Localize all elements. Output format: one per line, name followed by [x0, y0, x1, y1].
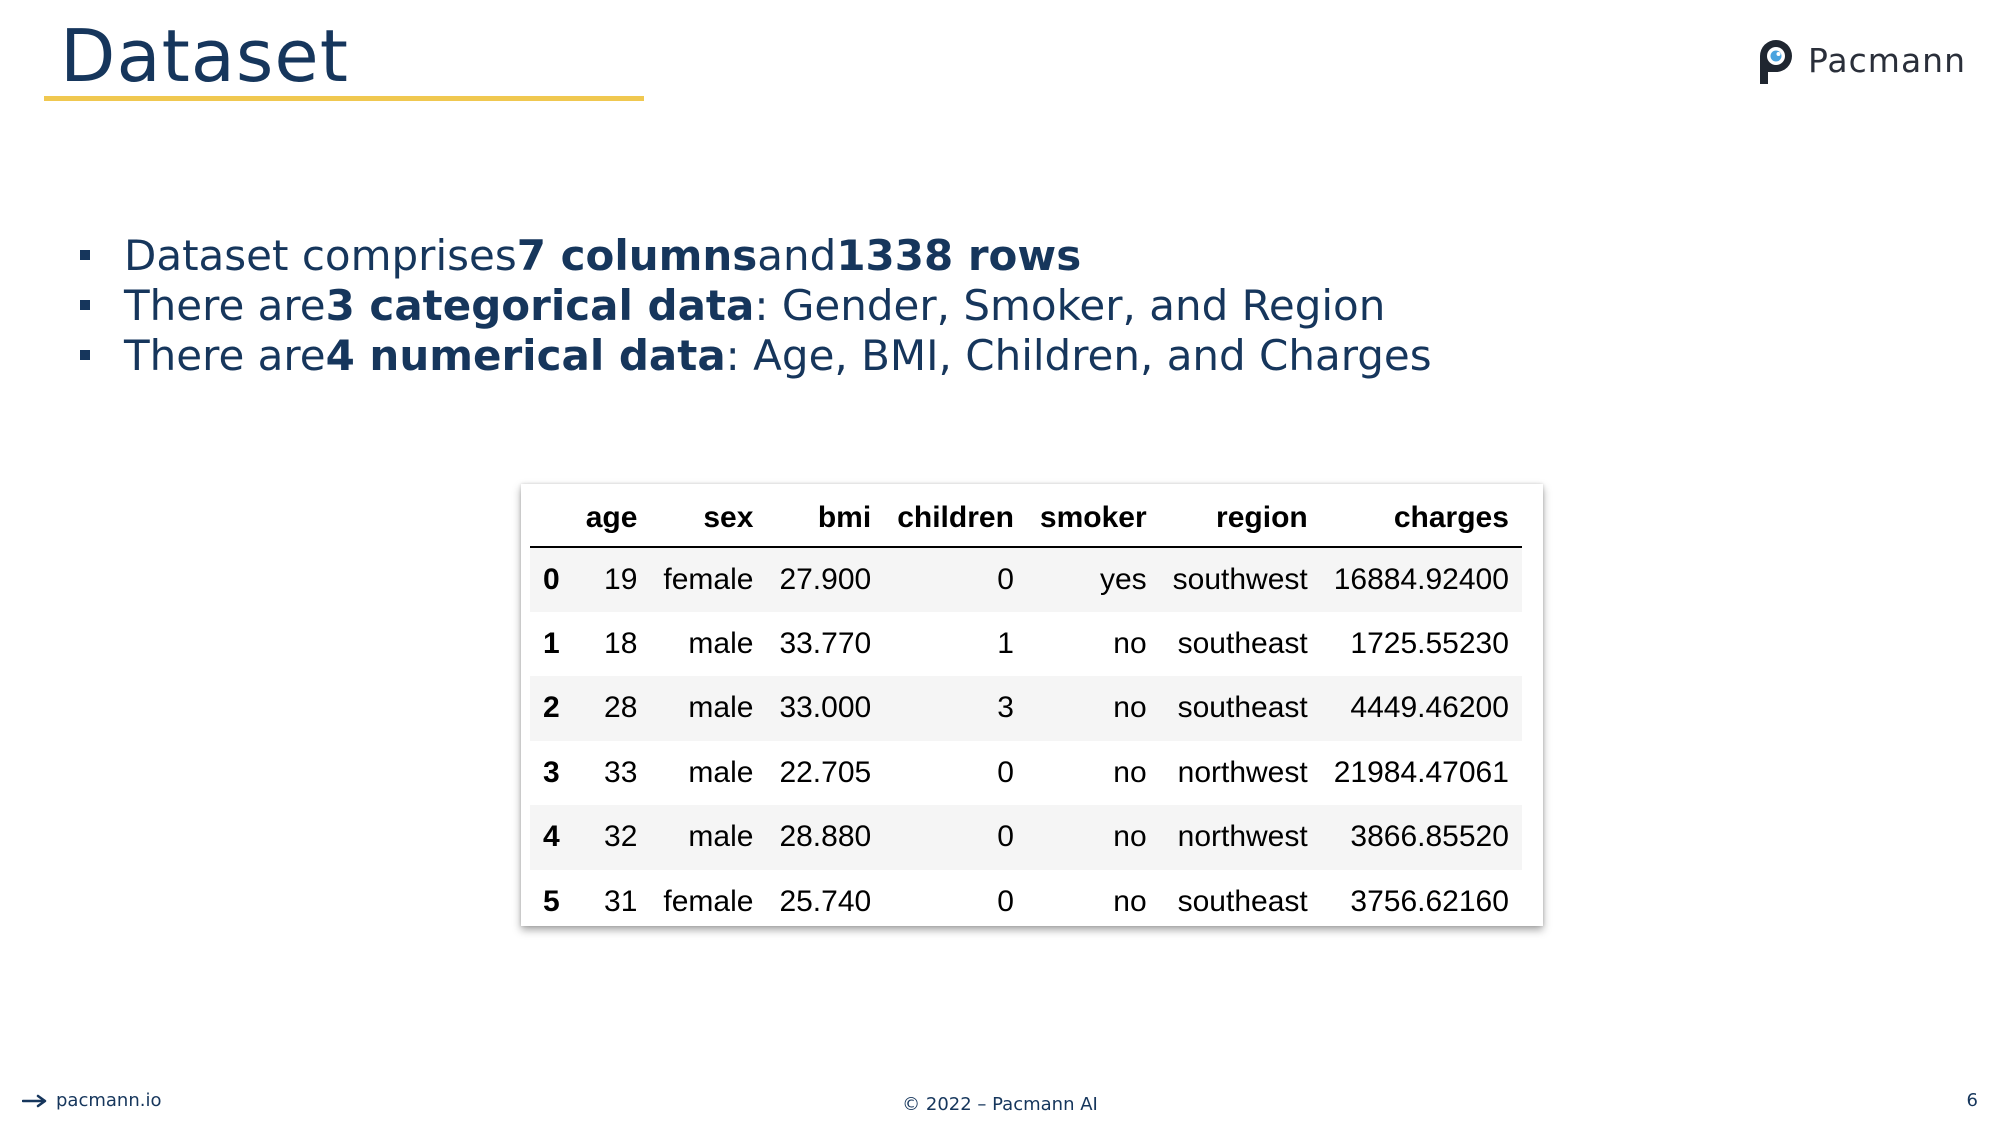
- bullet-item: There are 3 categorical data: Gender, Sm…: [80, 280, 1432, 330]
- bullet-item: Dataset comprises 7 columns and 1338 row…: [80, 230, 1432, 280]
- table-cell: 0: [997, 884, 1014, 918]
- table-cell: 3866.85520: [1350, 820, 1509, 854]
- table-cell: 18: [604, 626, 638, 660]
- dataset-table: age sex bmi children smoker region charg…: [530, 490, 1522, 934]
- bullet-square-icon: [80, 350, 90, 360]
- table-cell: 25.740: [779, 884, 872, 918]
- column-header: region: [1159, 490, 1321, 548]
- table-cell: 3: [997, 691, 1014, 725]
- dataset-table-card: age sex bmi children smoker region charg…: [521, 484, 1543, 926]
- table-cell: 31: [604, 884, 638, 918]
- table-cell: 33.770: [779, 626, 872, 660]
- table-cell: 0: [997, 755, 1014, 789]
- bullet-item: There are 4 numerical data: Age, BMI, Ch…: [80, 330, 1432, 380]
- bullet-list: Dataset comprises 7 columns and 1338 row…: [80, 230, 1432, 380]
- table-cell: 3756.62160: [1350, 884, 1509, 918]
- slide-title: Dataset: [60, 14, 349, 98]
- table-cell: 1725.55230: [1350, 626, 1509, 660]
- arrow-right-icon: [22, 1094, 47, 1107]
- table-cell: no: [1113, 755, 1147, 789]
- table-cell: 32: [604, 820, 638, 854]
- footer-website-link[interactable]: pacmann.io: [22, 1090, 161, 1111]
- table-cell: 21984.47061: [1333, 755, 1509, 789]
- table-cell: no: [1113, 626, 1147, 660]
- table-cell: southeast: [1177, 626, 1308, 660]
- table-cell: no: [1113, 884, 1147, 918]
- column-header: bmi: [766, 490, 885, 548]
- table-row: 4 32 male 28.880 0 no northwest 3866.855…: [530, 805, 1522, 870]
- table-cell: female: [663, 562, 754, 596]
- row-index: 4: [543, 820, 560, 854]
- table-cell: no: [1113, 820, 1147, 854]
- table-cell: male: [688, 820, 754, 854]
- row-index: 0: [543, 562, 560, 596]
- brand-logo: Pacmann: [1754, 34, 1966, 86]
- table-cell: 0: [997, 562, 1014, 596]
- table-cell: 28.880: [779, 820, 872, 854]
- table-cell: northwest: [1177, 755, 1308, 789]
- row-index: 3: [543, 755, 560, 789]
- row-index: 1: [543, 626, 560, 660]
- table-row: 2 28 male 33.000 3 no southeast 4449.462…: [530, 676, 1522, 741]
- table-cell: male: [688, 626, 754, 660]
- column-header: age: [572, 490, 651, 548]
- table-cell: southeast: [1177, 691, 1308, 725]
- table-cell: 16884.92400: [1333, 562, 1509, 596]
- table-cell: southwest: [1172, 562, 1308, 596]
- bullet-square-icon: [80, 250, 90, 260]
- row-index: 2: [543, 691, 560, 725]
- table-cell: male: [688, 691, 754, 725]
- table-cell: 1: [997, 626, 1014, 660]
- table-cell: 33: [604, 755, 638, 789]
- table-cell: no: [1113, 691, 1147, 725]
- index-header: [530, 490, 573, 548]
- table-cell: male: [688, 755, 754, 789]
- brand-name: Pacmann: [1808, 40, 1966, 80]
- table-cell: 28: [604, 691, 638, 725]
- table-cell: 27.900: [779, 562, 872, 596]
- table-cell: northwest: [1177, 820, 1308, 854]
- table-cell: female: [663, 884, 754, 918]
- table-cell: yes: [1099, 562, 1147, 596]
- column-header: children: [884, 490, 1027, 548]
- title-underline: [44, 96, 644, 101]
- footer-link-text: pacmann.io: [56, 1090, 162, 1111]
- table-row: 0 19 female 27.900 0 yes southwest 16884…: [530, 547, 1522, 612]
- column-header: charges: [1320, 490, 1522, 548]
- table-row: 1 18 male 33.770 1 no southeast 1725.552…: [530, 612, 1522, 677]
- table-cell: 19: [604, 562, 638, 596]
- table-cell: southeast: [1177, 884, 1308, 918]
- copyright-text: © 2022 – Pacmann AI: [902, 1094, 1098, 1115]
- bullet-square-icon: [80, 300, 90, 310]
- table-header-row: age sex bmi children smoker region charg…: [530, 490, 1522, 548]
- table-cell: 22.705: [779, 755, 872, 789]
- page-number: 6: [1966, 1090, 1978, 1111]
- table-row: 3 33 male 22.705 0 no northwest 21984.47…: [530, 741, 1522, 806]
- table-cell: 33.000: [779, 691, 872, 725]
- table-cell: 4449.46200: [1350, 691, 1509, 725]
- table-row: 5 31 female 25.740 0 no southeast 3756.6…: [530, 870, 1522, 935]
- table-cell: 0: [997, 820, 1014, 854]
- column-header: sex: [650, 490, 767, 548]
- pacmann-logo-icon: [1760, 40, 1793, 84]
- row-index: 5: [543, 884, 560, 918]
- column-header: smoker: [1026, 490, 1160, 548]
